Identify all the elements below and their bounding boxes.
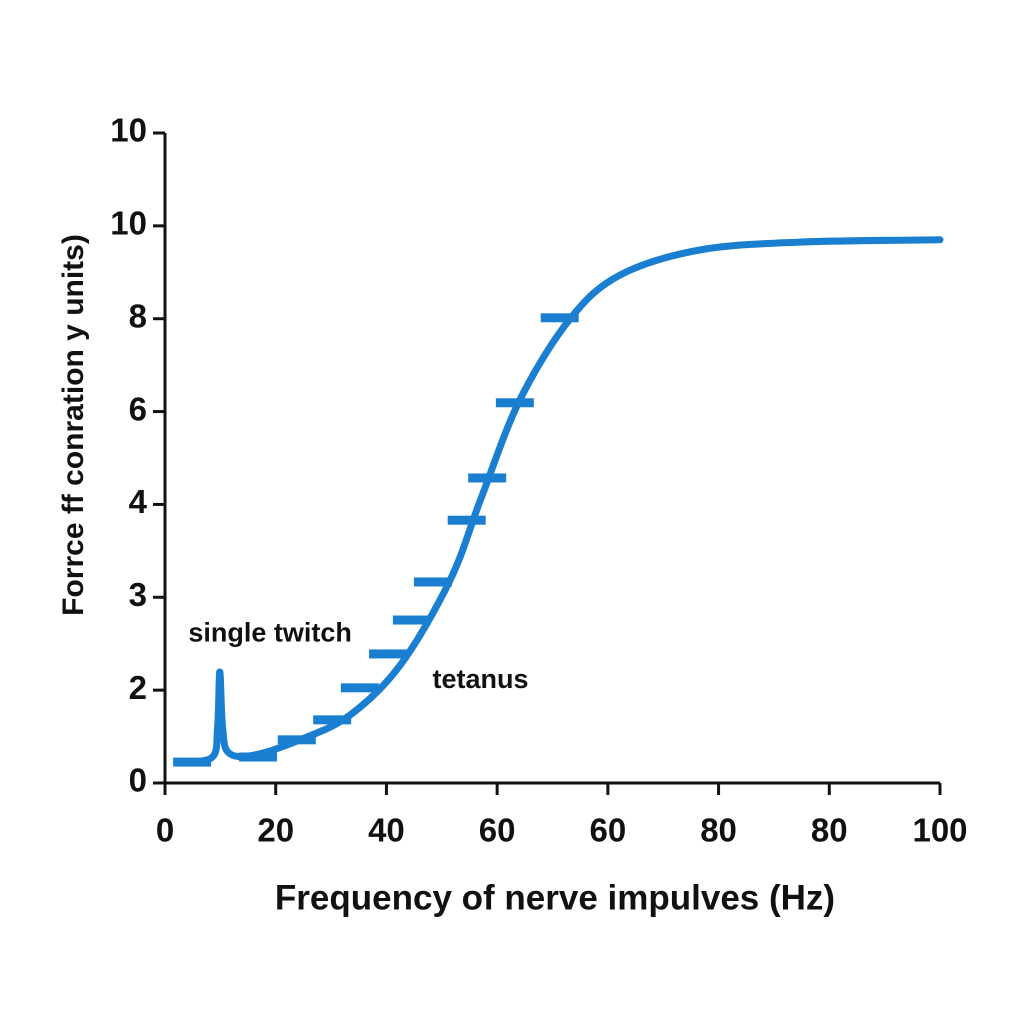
marker xyxy=(277,735,316,745)
y-tick-label: 4 xyxy=(129,483,148,520)
curve xyxy=(176,236,944,766)
y-tick-label: 6 xyxy=(129,390,147,427)
y-tick-label: 3 xyxy=(129,576,147,613)
marker xyxy=(239,752,277,762)
marker xyxy=(495,398,534,408)
y-tick-label: 10 xyxy=(110,205,147,242)
marker xyxy=(369,649,408,659)
y-axis-label: Forrce ff conration y units) xyxy=(57,234,90,616)
marker xyxy=(468,473,507,483)
y-tick-label: 8 xyxy=(129,297,147,334)
marker xyxy=(340,683,379,693)
y-tick-label: 2 xyxy=(129,669,147,706)
x-tick-label: 80 xyxy=(811,812,848,849)
marker xyxy=(447,515,486,525)
x-tick-label: 20 xyxy=(257,812,294,849)
annotation: tetanus xyxy=(433,664,529,694)
x-axis-label: Frequency of nerve impulves (Hz) xyxy=(275,878,835,917)
annotation: single twitch xyxy=(188,618,352,648)
marker xyxy=(313,715,352,725)
marker xyxy=(173,757,212,767)
x-tick-label: 40 xyxy=(368,812,405,849)
x-tick-label: 0 xyxy=(156,812,174,849)
x-tick-label: 60 xyxy=(589,812,626,849)
marker xyxy=(540,313,579,323)
x-tick-label: 80 xyxy=(700,812,737,849)
x-tick-label: 100 xyxy=(912,812,967,849)
y-tick-label: 0 xyxy=(129,762,147,799)
x-tick-label: 60 xyxy=(479,812,516,849)
marker xyxy=(413,577,452,587)
marker xyxy=(392,615,431,625)
y-tick-label: 10 xyxy=(110,112,147,149)
